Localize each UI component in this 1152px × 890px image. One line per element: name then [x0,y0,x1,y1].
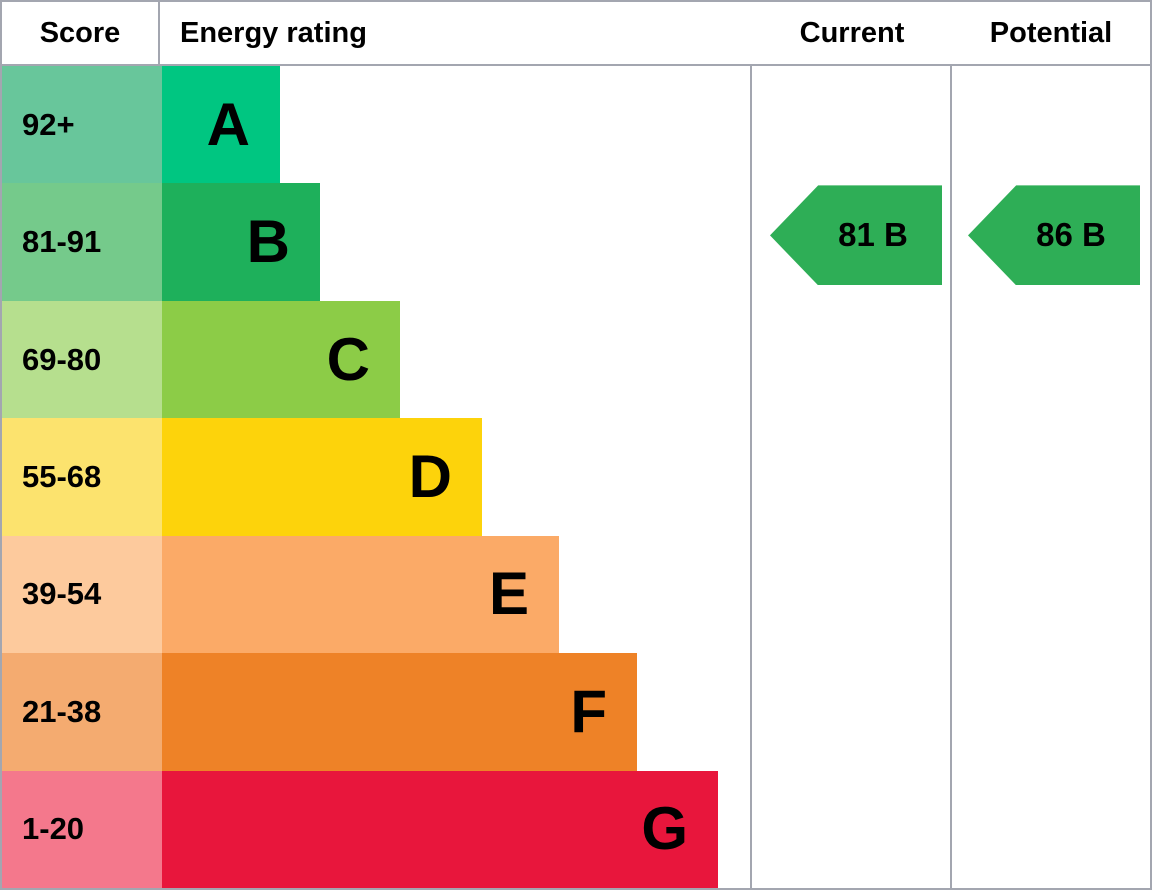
epc-score-range: 21-38 [2,653,162,771]
chart-header: Score Energy rating Current Potential [2,2,1150,66]
epc-score-range: 55-68 [2,418,162,536]
epc-rating-bar: A [162,66,280,184]
epc-band-row: 81-91 B [2,183,1150,301]
epc-band-letter: G [641,795,688,863]
epc-rating-bar: C [162,300,400,419]
epc-score-range: 1-20 [2,770,162,888]
epc-band-row: 39-54 E [2,535,1150,654]
epc-rating-bar: D [162,418,482,536]
epc-band-row: 92+ A [2,66,1150,184]
epc-band-letter: F [570,677,607,745]
epc-score-range: 69-80 [2,300,162,419]
epc-band-rows: 92+ A 81-91 B 69-80 C 55-68 D 39-54 E 21… [2,66,1150,888]
current-column-divider [750,2,752,888]
epc-rating-bar: E [162,535,559,654]
epc-band-letter: B [246,208,290,276]
epc-band-row: 55-68 D [2,418,1150,536]
epc-score-range: 39-54 [2,535,162,654]
header-energy-rating: Energy rating [180,16,367,49]
potential-column-divider [950,2,952,888]
epc-band-letter: A [206,90,250,158]
epc-band-row: 69-80 C [2,300,1150,419]
epc-score-range: 81-91 [2,183,162,301]
header-potential: Potential [989,16,1113,49]
epc-score-range: 92+ [2,66,162,184]
epc-rating-bar: B [162,183,320,301]
epc-band-letter: E [488,560,529,628]
epc-band-letter: D [408,442,452,510]
header-score: Score [2,2,160,64]
epc-band-row: 1-20 G [2,770,1150,888]
epc-band-row: 21-38 F [2,653,1150,771]
header-current: Current [799,16,905,49]
epc-band-letter: C [326,325,370,393]
epc-rating-bar: G [162,770,718,888]
epc-rating-bar: F [162,653,637,771]
